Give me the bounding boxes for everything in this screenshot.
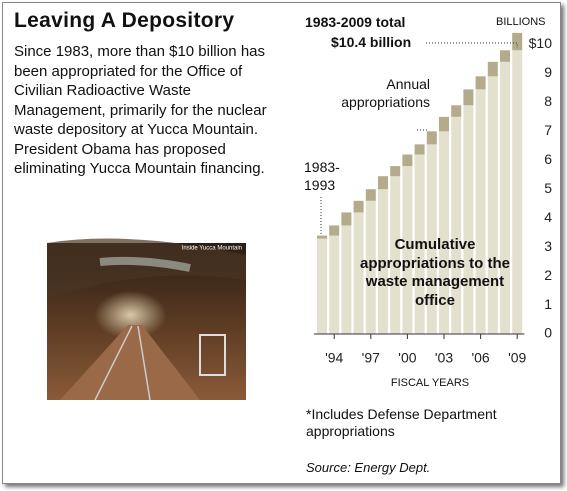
cumulative-segment: [329, 235, 340, 334]
y-tick-label: 7: [544, 122, 552, 138]
intro-text: Since 1983, more than $10 billion has be…: [14, 43, 267, 177]
x-tick-label: '94: [325, 350, 343, 366]
cumulative-segment: [365, 200, 376, 334]
cumulative-segment: [341, 225, 352, 334]
y-tick-label: 8: [544, 93, 552, 109]
cumulative-segment: [353, 212, 364, 334]
annual-segment: [329, 225, 340, 236]
photo: Inside Yucca Mountain: [47, 238, 246, 401]
annual-segment: [439, 116, 449, 132]
annual-segment: [487, 61, 498, 77]
x-tick-label: '06: [471, 350, 489, 366]
cumulative-segment: [475, 89, 486, 334]
annual-segment: [512, 32, 523, 51]
cumulative-segment: [487, 76, 498, 335]
y-tick-label: 9: [544, 64, 552, 80]
y-tick-label: 6: [544, 151, 552, 167]
cumulative-segment: [451, 116, 462, 334]
cumulative-annotation: Cumulative appropriations to the waste m…: [360, 236, 510, 309]
total-leader: [426, 42, 518, 48]
annual-segment: [463, 89, 474, 106]
cumulative-segment: [390, 176, 401, 334]
photo-caption: Inside Yucca Mountain: [182, 246, 242, 252]
annual-top: [317, 235, 327, 239]
source: Source: Energy Dept.: [306, 460, 431, 475]
cumulative-segment: [414, 154, 425, 334]
cumulative-segment: [512, 50, 523, 335]
y-tick-label: 2: [544, 267, 552, 283]
y-tick-label: 3: [544, 238, 552, 254]
cumulative-segment: [378, 189, 388, 334]
note: *Includes Defense Department appropriati…: [306, 406, 497, 439]
cumulative-segment: [439, 131, 449, 334]
total-value: $10.4 billion: [331, 34, 412, 50]
cumulative-segment: [426, 144, 437, 334]
annual-segment: [402, 154, 413, 167]
title: Leaving A Depository: [14, 9, 235, 32]
annual-segment: [500, 50, 510, 62]
annual-segment: [317, 235, 327, 334]
annual-segment: [475, 76, 486, 90]
y-tick-label: 5: [544, 180, 552, 196]
annual-segment: [426, 131, 437, 145]
annual-segment: [414, 144, 425, 155]
y-tick-label: 4: [544, 209, 552, 225]
y-tick-label: $10: [529, 35, 553, 51]
annual-segment: [451, 105, 462, 117]
annual-segment: [365, 189, 376, 201]
x-axis-label: FISCAL YEARS: [390, 377, 470, 389]
x-tick-label: '97: [362, 350, 380, 366]
x-tick-label: '03: [435, 350, 453, 366]
annual-segment: [390, 166, 401, 177]
annual-annotation: Annual appropriations: [341, 76, 430, 110]
y-tick-label: 0: [544, 325, 552, 341]
annual-segment: [341, 212, 352, 226]
cumulative-segment: [500, 61, 510, 334]
cumulative-segment: [402, 166, 413, 334]
y-axis-label: BILLIONS: [496, 16, 546, 28]
total-label: 1983-2009 total: [305, 14, 406, 30]
cumulative-segment: [463, 105, 474, 335]
x-tick-label: '00: [398, 350, 416, 366]
x-tick-label: '09: [508, 350, 526, 366]
annual-segment: [353, 200, 364, 213]
first-annotation: 1983-1993: [304, 159, 340, 193]
annual-segment: [378, 176, 388, 190]
y-tick-label: 1: [544, 296, 552, 312]
